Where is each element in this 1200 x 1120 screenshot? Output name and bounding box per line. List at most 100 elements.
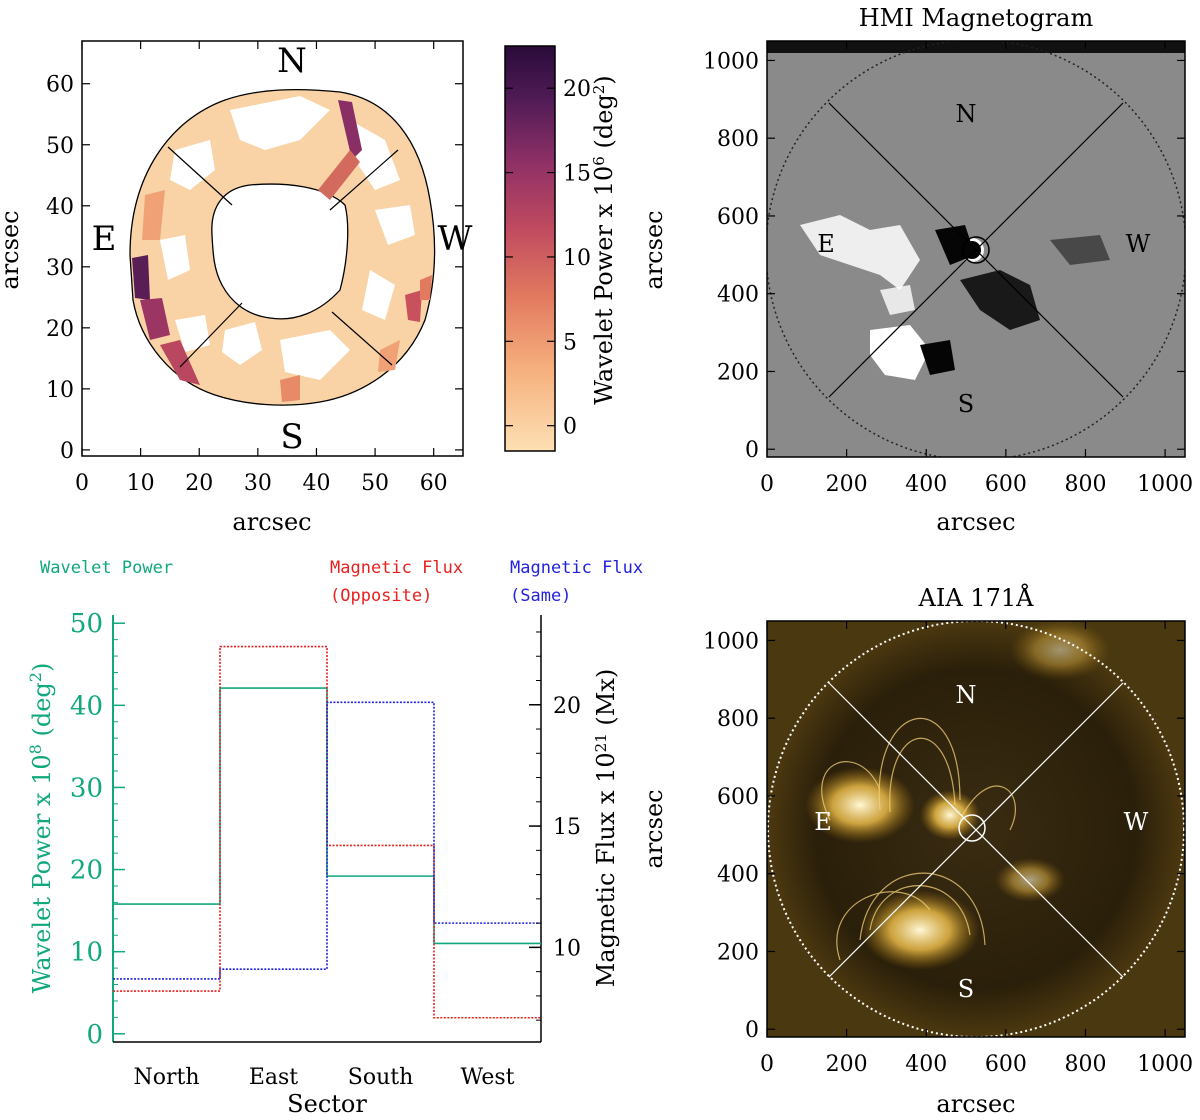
hmi-label-e: E xyxy=(817,230,835,258)
aia-xtick-label: 800 xyxy=(1064,1052,1106,1077)
hmi-ytick-label: 800 xyxy=(717,127,759,152)
series-line-1 xyxy=(113,645,541,1019)
left-axis-tick-label: 20 xyxy=(70,856,103,886)
wavelet-map-ylabel: arcsec xyxy=(0,210,24,289)
aia-label-w: W xyxy=(1124,808,1149,836)
high-power-streaks xyxy=(132,100,432,402)
wavelet-map-xlabel: arcsec xyxy=(232,508,311,536)
wavelet-map-ytick-label: 40 xyxy=(46,195,74,220)
colorbar-tick-label: 0 xyxy=(563,415,577,440)
hmi-xtick-label: 400 xyxy=(905,472,947,497)
hmi-xtick-label: 200 xyxy=(826,472,868,497)
series-line-2 xyxy=(113,701,541,980)
hmi-sector-lines xyxy=(828,102,1124,398)
hmi-label-s: S xyxy=(958,390,974,418)
aia-xtick-label: 400 xyxy=(905,1052,947,1077)
category-label: North xyxy=(133,1065,199,1090)
wavelet-map-xtick-label: 40 xyxy=(302,471,330,496)
aia-limb xyxy=(767,621,1185,1037)
hmi-xtick-label: 0 xyxy=(760,472,774,497)
aia-xlabel: arcsec xyxy=(936,1090,1015,1118)
aia-xtick-label: 0 xyxy=(760,1052,774,1077)
hmi-title: HMI Magnetogram xyxy=(859,4,1094,32)
hmi-xtick-label: 600 xyxy=(985,472,1027,497)
left-axis-tick-label: 0 xyxy=(86,1020,103,1050)
hmi-ytick-label: 1000 xyxy=(703,49,759,74)
legend-same-line2: (Same) xyxy=(510,586,571,606)
left-axis-label: Wavelet Power x 108 (deg2) xyxy=(26,663,56,994)
wavelet-map-xtick-label: 60 xyxy=(420,471,448,496)
aia-xtick-label: 600 xyxy=(985,1052,1027,1077)
aia-ytick-label: 200 xyxy=(717,940,759,965)
sector-chart-panel: Wavelet Power Magnetic Flux (Opposite) M… xyxy=(26,558,643,1118)
left-axis-tick-label: 10 xyxy=(70,938,103,968)
aia-ytick-label: 600 xyxy=(717,785,759,810)
wavelet-sector-lines xyxy=(167,146,399,368)
wavelet-map-xtick-label: 10 xyxy=(127,471,155,496)
left-axis-tick-label: 40 xyxy=(70,691,103,721)
hmi-label-n: N xyxy=(956,100,977,128)
hmi-ytick-label: 200 xyxy=(717,360,759,385)
wavelet-map-ytick-label: 60 xyxy=(46,73,74,98)
hmi-xtick-label: 1000 xyxy=(1137,472,1193,497)
legend-wavelet-power: Wavelet Power xyxy=(40,558,173,578)
hmi-label-w: W xyxy=(1126,230,1151,258)
hmi-target-circle xyxy=(962,236,990,264)
category-label: East xyxy=(249,1065,298,1090)
sector-label-e: E xyxy=(92,219,117,259)
aia-xtick-label: 200 xyxy=(826,1052,868,1077)
left-axis-tick-label: 50 xyxy=(70,609,103,639)
aia-ylabel: arcsec xyxy=(640,789,668,868)
hmi-negative-polarity xyxy=(920,225,1110,375)
aia-label-e: E xyxy=(814,808,832,836)
aia-bright-regions xyxy=(805,621,1110,970)
aia-ytick-label: 800 xyxy=(717,707,759,732)
colorbar-label: Wavelet Power x 106 (deg2) xyxy=(590,75,618,404)
right-axis-tick-label: 15 xyxy=(553,815,581,840)
aia-sector-lines xyxy=(828,682,1124,978)
colorbar xyxy=(504,45,556,452)
legend-opposite-line1: Magnetic Flux xyxy=(330,558,463,578)
legend-opposite-line2: (Opposite) xyxy=(330,586,432,606)
low-power-patches xyxy=(160,96,415,380)
legend-same-line1: Magnetic Flux xyxy=(510,558,643,578)
hmi-frame xyxy=(766,40,1186,458)
colorbar-tick-label: 5 xyxy=(563,330,577,355)
aia-ytick-label: 400 xyxy=(717,863,759,888)
hmi-xlabel: arcsec xyxy=(936,508,1015,536)
aia-image xyxy=(767,621,1185,1037)
sector-label-s: S xyxy=(280,417,303,457)
category-label: South xyxy=(348,1065,414,1090)
wavelet-map-xtick-label: 30 xyxy=(244,471,272,496)
aia-label-n: N xyxy=(956,681,977,709)
sector-label-w: W xyxy=(438,219,473,259)
wavelet-map-ytick-label: 20 xyxy=(46,317,74,342)
right-axis-tick-label: 10 xyxy=(553,936,581,961)
wavelet-map-xtick-label: 20 xyxy=(185,471,213,496)
wavelet-map-ytick-label: 30 xyxy=(46,256,74,281)
wavelet-map-xtick-label: 50 xyxy=(361,471,389,496)
hmi-panel: HMI Magnetogram N xyxy=(640,4,1193,536)
wavelet-map-panel: N E W S 0 10 20 30 40 50 60 0 10 20 30 40 50 60 arcse… xyxy=(0,40,618,536)
aia-ytick-label: 1000 xyxy=(703,629,759,654)
wavelet-map-xtick-label: 0 xyxy=(75,471,89,496)
hmi-ylabel: arcsec xyxy=(640,210,668,289)
hmi-ytick-label: 0 xyxy=(745,438,759,463)
aia-xtick-label: 1000 xyxy=(1137,1052,1193,1077)
right-axis-label: Magnetic Flux x 1021 (Mx) xyxy=(592,669,620,988)
aia-panel: AIA 171Å xyxy=(640,583,1193,1118)
wavelet-map-ytick-label: 10 xyxy=(46,378,74,403)
colorbar-tick-label: 10 xyxy=(563,246,591,271)
aia-frame xyxy=(766,620,1186,1038)
wavelet-map-ytick-label: 50 xyxy=(46,134,74,159)
aia-target-circle xyxy=(958,814,986,842)
hmi-xtick-label: 800 xyxy=(1064,472,1106,497)
sector-label-n: N xyxy=(277,41,307,81)
left-axis-tick-label: 30 xyxy=(70,773,103,803)
colorbar-tick-label: 15 xyxy=(563,162,591,187)
hmi-ytick-label: 600 xyxy=(717,205,759,230)
hmi-ytick-label: 400 xyxy=(717,283,759,308)
aia-title: AIA 171Å xyxy=(918,583,1035,612)
sector-chart-xlabel: Sector xyxy=(287,1090,367,1118)
